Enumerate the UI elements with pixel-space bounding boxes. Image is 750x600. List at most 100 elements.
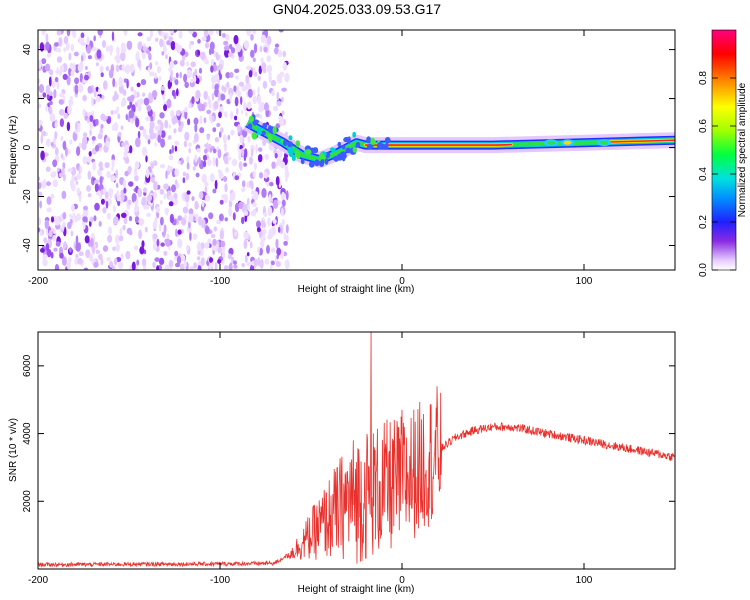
noise-blob bbox=[38, 182, 42, 190]
noise-blob bbox=[106, 117, 112, 124]
snr-xtick: 0 bbox=[399, 575, 405, 586]
noise-blob bbox=[179, 263, 185, 270]
noise-blob bbox=[280, 208, 284, 217]
noise-blob bbox=[54, 122, 58, 129]
noise-blob bbox=[215, 157, 219, 168]
noise-blob bbox=[156, 206, 161, 213]
noise-blob bbox=[139, 246, 145, 255]
noise-blob bbox=[118, 76, 124, 87]
noise-blob bbox=[61, 154, 64, 159]
spectrogram-xlabel: Height of straight line (km) bbox=[298, 284, 415, 295]
noise-blob bbox=[241, 216, 245, 225]
noise-blob bbox=[177, 238, 183, 249]
noise-blob bbox=[144, 134, 151, 140]
noise-blob bbox=[39, 230, 43, 237]
noise-blob bbox=[245, 74, 250, 85]
noise-blob bbox=[58, 99, 64, 105]
noise-blob bbox=[267, 35, 272, 45]
noise-blob bbox=[123, 30, 128, 36]
noise-blob bbox=[267, 217, 271, 227]
noise-blob bbox=[137, 32, 143, 37]
noise-blob bbox=[180, 157, 184, 165]
noise-blob bbox=[144, 226, 148, 233]
noise-blob bbox=[97, 171, 103, 177]
noise-blob bbox=[281, 87, 287, 92]
noise-blob bbox=[230, 47, 236, 54]
noise-blob bbox=[100, 124, 104, 129]
noise-blob bbox=[168, 154, 174, 161]
signal-blob bbox=[287, 141, 293, 148]
noise-blob bbox=[260, 235, 266, 242]
noise-blob bbox=[277, 50, 283, 58]
noise-blob bbox=[88, 253, 94, 262]
noise-blob bbox=[45, 84, 51, 95]
noise-blob bbox=[184, 214, 187, 220]
noise-blob bbox=[135, 265, 138, 270]
noise-blob bbox=[71, 30, 76, 36]
noise-blob bbox=[243, 239, 248, 250]
noise-blob bbox=[188, 213, 194, 224]
noise-blob bbox=[183, 140, 188, 148]
noise-blob bbox=[134, 175, 139, 182]
noise-blob bbox=[92, 245, 95, 255]
noise-blob bbox=[122, 224, 126, 231]
noise-blob bbox=[143, 191, 147, 196]
noise-blob bbox=[252, 201, 257, 208]
signal-blob bbox=[251, 132, 258, 140]
noise-blob bbox=[204, 242, 210, 249]
noise-blob bbox=[163, 104, 168, 112]
noise-blob bbox=[108, 69, 114, 79]
noise-blob bbox=[105, 66, 110, 72]
noise-blob bbox=[112, 95, 117, 102]
noise-blob bbox=[230, 110, 234, 120]
noise-blob bbox=[100, 258, 104, 266]
noise-blob bbox=[131, 193, 137, 202]
noise-blob bbox=[117, 131, 122, 137]
noise-blob bbox=[208, 212, 214, 220]
noise-blob bbox=[168, 36, 173, 42]
noise-blob bbox=[281, 191, 286, 202]
noise-blob bbox=[48, 229, 53, 238]
noise-blob bbox=[223, 265, 229, 270]
noise-blob bbox=[41, 30, 46, 36]
noise-blob bbox=[127, 105, 131, 110]
noise-blob bbox=[186, 69, 192, 79]
noise-blob bbox=[40, 150, 45, 161]
noise-blob bbox=[88, 151, 92, 157]
noise-blob bbox=[174, 250, 179, 257]
noise-blob bbox=[86, 44, 92, 54]
noise-blob bbox=[106, 257, 111, 262]
noise-blob bbox=[186, 244, 189, 251]
colorbar-tick: 0.0 bbox=[698, 263, 709, 277]
noise-blob bbox=[46, 196, 52, 205]
signal-blob bbox=[340, 152, 344, 161]
noise-blob bbox=[234, 175, 240, 181]
noise-blob bbox=[204, 143, 209, 148]
noise-blob bbox=[266, 244, 270, 254]
noise-blob bbox=[87, 193, 92, 198]
noise-blob bbox=[107, 234, 113, 243]
noise-blob bbox=[229, 92, 232, 103]
noise-blob bbox=[223, 176, 228, 182]
noise-blob bbox=[136, 259, 140, 266]
noise-blob bbox=[182, 206, 189, 214]
noise-blob bbox=[256, 227, 261, 233]
noise-blob bbox=[73, 51, 79, 57]
noise-blob bbox=[163, 183, 169, 190]
noise-blob bbox=[66, 30, 71, 37]
noise-blob bbox=[228, 52, 233, 57]
noise-blob bbox=[224, 183, 228, 193]
noise-blob bbox=[253, 259, 257, 268]
noise-blob bbox=[158, 76, 162, 81]
noise-blob bbox=[263, 212, 268, 217]
noise-blob bbox=[129, 145, 133, 154]
noise-blob bbox=[38, 84, 45, 93]
noise-blob bbox=[99, 65, 104, 73]
noise-blob bbox=[188, 30, 194, 35]
noise-blob bbox=[163, 35, 167, 40]
noise-blob bbox=[61, 167, 65, 176]
noise-blob bbox=[76, 146, 81, 157]
noise-blob bbox=[115, 234, 120, 244]
noise-blob bbox=[208, 30, 214, 36]
noise-blob bbox=[128, 181, 134, 187]
